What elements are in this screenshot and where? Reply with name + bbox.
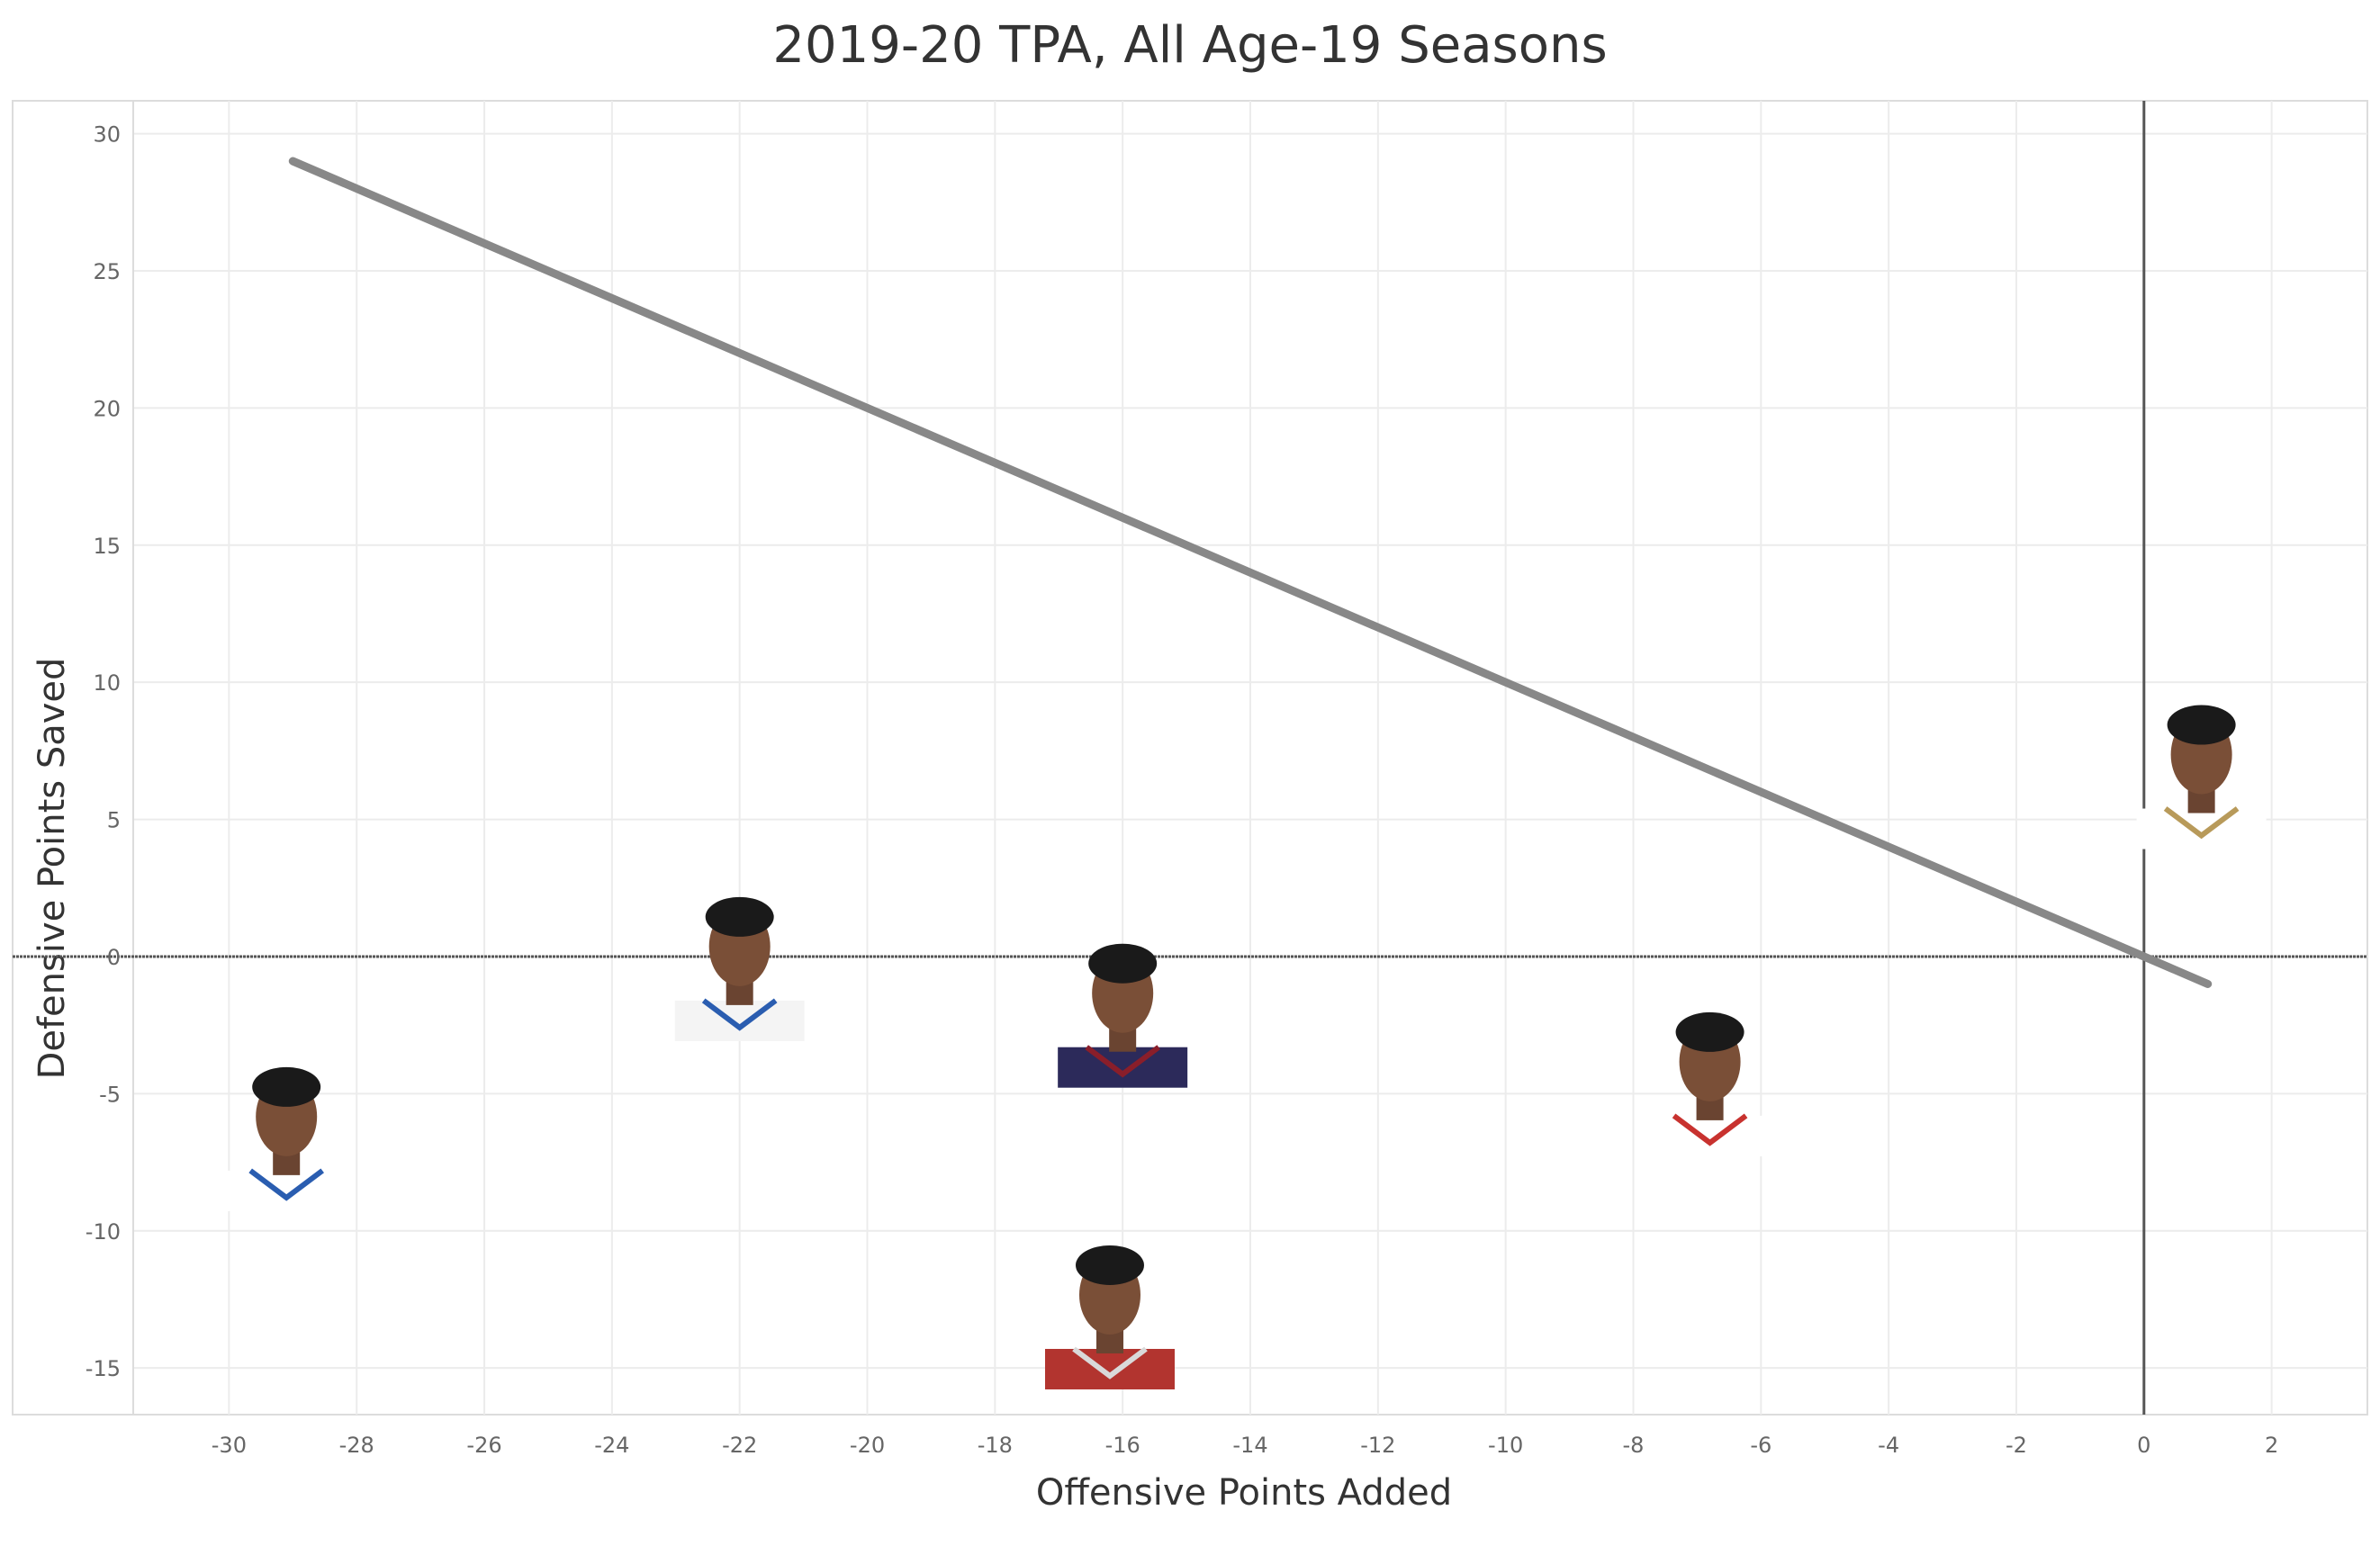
y-tick-label: -5 [99, 1082, 121, 1107]
player-hair [705, 896, 774, 937]
player-jersey-trim [2163, 806, 2240, 840]
player-hair [1088, 943, 1158, 984]
player-jersey [221, 1170, 352, 1211]
x-tick-label: -6 [1750, 1433, 1771, 1458]
y-tick-label: 20 [93, 396, 121, 421]
x-tick-label: -14 [1232, 1433, 1267, 1458]
x-tick-label: -8 [1623, 1433, 1645, 1458]
chart-title: 2019-20 TPA, All Age-19 Seasons [772, 16, 1608, 75]
x-tick-label: -28 [339, 1433, 374, 1458]
x-tick-label: -24 [594, 1433, 629, 1458]
player-hair [2167, 705, 2236, 745]
player-hair [1675, 1011, 1744, 1052]
x-tick-label: -16 [1105, 1433, 1140, 1458]
player-jersey [1058, 1047, 1188, 1088]
gridlines [132, 101, 2367, 1415]
player-jersey-trim [701, 998, 778, 1031]
x-tick-label: -26 [466, 1433, 501, 1458]
player-jersey-trim [248, 1168, 324, 1201]
zero-reference-lines [13, 101, 2367, 1415]
y-tick-label: 30 [93, 122, 121, 148]
trend-line [288, 157, 2213, 988]
player-headshot-marker [674, 896, 805, 1041]
x-axis-ticks: -30 -28 -26 -24 -22 -20 -18 -16 -14 -12 -10 -8 -6 -4-… [212, 1433, 2278, 1458]
y-axis-ticks: -15 -10 -5 0 5 10 15 20 25 30 [86, 122, 121, 1382]
player-jersey-trim [1072, 1346, 1148, 1380]
x-tick-label: -30 [212, 1433, 247, 1458]
x-tick-label: -20 [850, 1433, 885, 1458]
player-jersey [674, 1000, 805, 1041]
trend-line-group [288, 157, 2213, 988]
player-hair [1075, 1245, 1144, 1285]
player-jersey-trim [1672, 1113, 1748, 1146]
y-tick-label: -10 [86, 1219, 121, 1245]
player-headshot-marker [221, 1066, 352, 1211]
x-tick-label: -4 [1878, 1433, 1899, 1458]
player-headshot-marker [1044, 1245, 1175, 1389]
player-headshot-marker [1645, 1011, 1775, 1156]
player-points [221, 705, 2267, 1389]
y-tick-label: 5 [107, 808, 121, 833]
plot-frame [12, 100, 2368, 1416]
y-tick-label: 10 [93, 670, 121, 696]
x-tick-label: -18 [978, 1433, 1013, 1458]
player-hair [252, 1066, 321, 1107]
y-tick-label: -15 [86, 1356, 121, 1381]
x-tick-label: -12 [1360, 1433, 1395, 1458]
player-headshot-marker [2136, 705, 2267, 849]
y-tick-label: 15 [93, 534, 121, 559]
x-tick-label: 0 [2137, 1433, 2150, 1458]
player-headshot-marker [1058, 943, 1188, 1088]
player-jersey [1044, 1348, 1175, 1389]
y-tick-label: 25 [93, 259, 121, 284]
x-axis-label: Offensive Points Added [1035, 1472, 1453, 1514]
player-jersey [1645, 1115, 1775, 1156]
player-jersey [2136, 808, 2267, 849]
x-tick-label: 2 [2265, 1433, 2278, 1458]
x-tick-label: -10 [1488, 1433, 1523, 1458]
x-tick-label: -22 [722, 1433, 757, 1458]
y-tick-label: 0 [107, 945, 121, 970]
x-tick-label: -2 [2006, 1433, 2027, 1458]
player-jersey-trim [1085, 1045, 1160, 1078]
